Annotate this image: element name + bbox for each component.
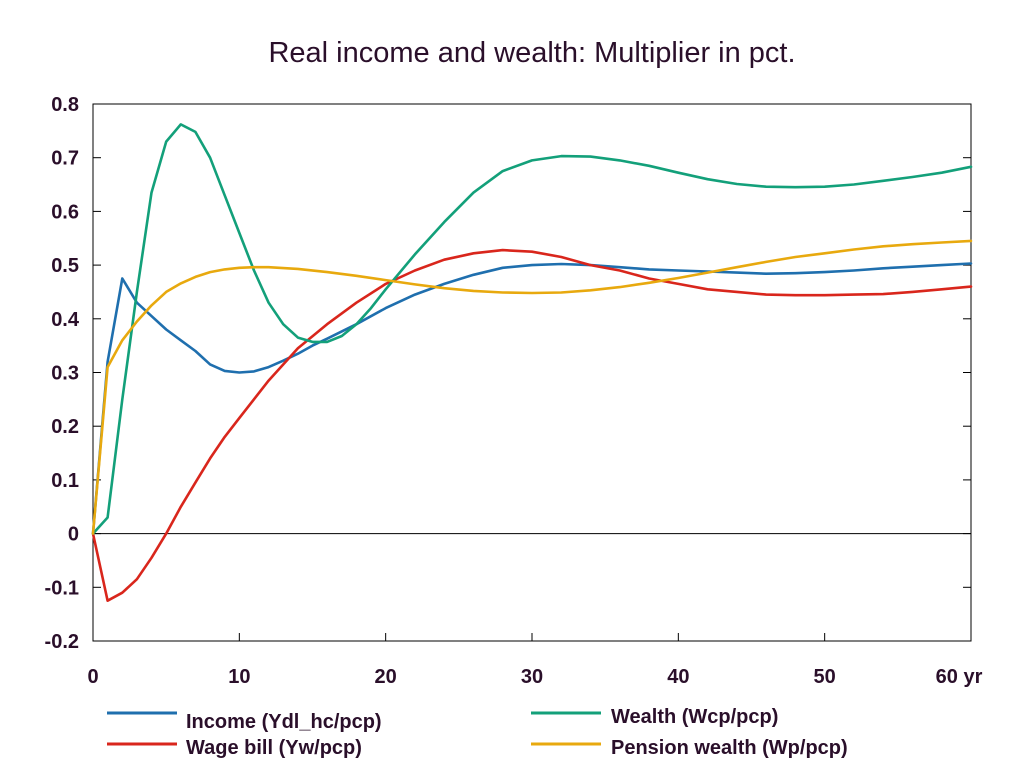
y-tick-label: 0.2 <box>51 416 79 438</box>
y-tick-label: 0.4 <box>51 309 80 331</box>
y-tick-label: 0.7 <box>51 148 79 170</box>
series-line-4 <box>91 239 973 535</box>
legend: Income (Ydl_hc/pcp) Wage bill (Yw/pcp) Wea… <box>107 706 848 759</box>
x-tick-label: 0 <box>87 666 98 688</box>
series-line-3 <box>91 123 973 535</box>
x-tick-label: 30 <box>521 666 543 688</box>
y-tick-label: 0 <box>68 524 79 546</box>
x-tick-label: 40 <box>667 666 689 688</box>
x-tick-label: 60 yr <box>936 666 983 688</box>
legend-label-3: Wealth (Wcp/pcp) <box>611 706 778 728</box>
chart-title: Real income and wealth: Multiplier in pc… <box>268 37 795 69</box>
x-tick-label: 50 <box>814 666 836 688</box>
y-tick-label: 0.3 <box>51 363 79 385</box>
x-tick-label: 10 <box>228 666 250 688</box>
x-tick-label: 20 <box>375 666 397 688</box>
y-tick-label: 0.5 <box>51 255 79 277</box>
y-tick-label: -0.1 <box>45 577 79 599</box>
series-line-1 <box>91 262 973 535</box>
y-tick-label: -0.2 <box>45 631 79 653</box>
y-tick-label: 0.1 <box>51 470 79 492</box>
legend-label-4: Pension wealth (Wp/pcp) <box>611 737 848 759</box>
legend-label-2: Wage bill (Yw/pcp) <box>186 737 362 759</box>
plot-area: -0.2 -0.1 0 0.1 0.2 0.3 0.4 0.5 0.6 0.7 0.8 0 10 20 30… <box>45 94 983 688</box>
y-tick-label: 0.6 <box>51 201 79 223</box>
series-line-2 <box>91 248 973 602</box>
y-tick-label: 0.8 <box>51 94 79 116</box>
legend-label-1: Income (Ydl_hc/pcp) <box>186 711 382 733</box>
